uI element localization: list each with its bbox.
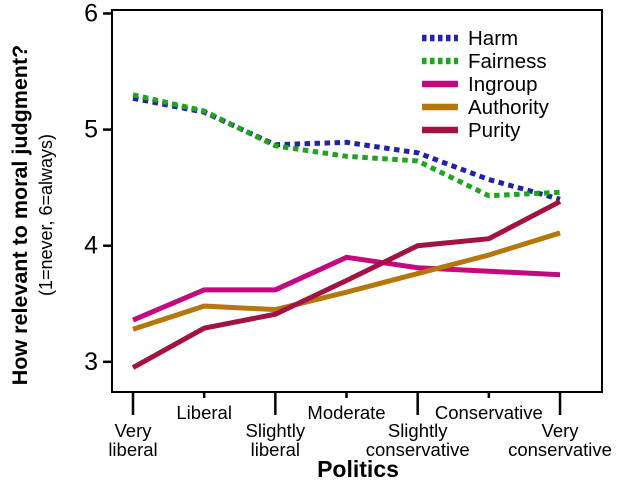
x-tick-label: conservative: [366, 439, 470, 460]
legend-label-purity: Purity: [468, 119, 521, 142]
series-line-purity: [131, 199, 562, 370]
x-tick-label: Moderate: [307, 402, 385, 423]
y-tick-label: 3: [84, 348, 98, 376]
series-line-ingroup: [132, 254, 561, 323]
series-line-authority: [132, 230, 561, 332]
y-tick-label: 5: [84, 116, 98, 144]
legend-label-authority: Authority: [468, 96, 550, 119]
x-tick-label: conservative: [508, 439, 612, 460]
x-tick-label: Conservative: [435, 402, 543, 423]
x-tick-label: Very: [542, 420, 580, 441]
x-tick-label: Slightly: [246, 420, 306, 441]
x-axis-title: Politics: [317, 456, 399, 480]
x-tick-label: Liberal: [176, 402, 232, 423]
chart-generated: 3456VeryliberalLiberalSlightlyliberalMod…: [84, 0, 612, 460]
x-tick-label: Very: [114, 420, 152, 441]
x-tick-label: Slightly: [388, 420, 448, 441]
y-axis-title: How relevant to moral judgment?: [8, 45, 32, 385]
x-tick-label: liberal: [108, 439, 157, 460]
y-tick-label: 4: [84, 232, 98, 260]
series-line-fairness: [132, 92, 561, 199]
plot-frame: [111, 9, 603, 393]
legend-label-ingroup: Ingroup: [468, 73, 538, 96]
legend-label-fairness: Fairness: [468, 50, 547, 73]
x-tick-label: liberal: [251, 439, 300, 460]
legend-label-harm: Harm: [468, 27, 518, 50]
y-axis-subtitle: (1=never, 6=always): [36, 134, 56, 296]
y-tick-label: 6: [84, 0, 98, 27]
